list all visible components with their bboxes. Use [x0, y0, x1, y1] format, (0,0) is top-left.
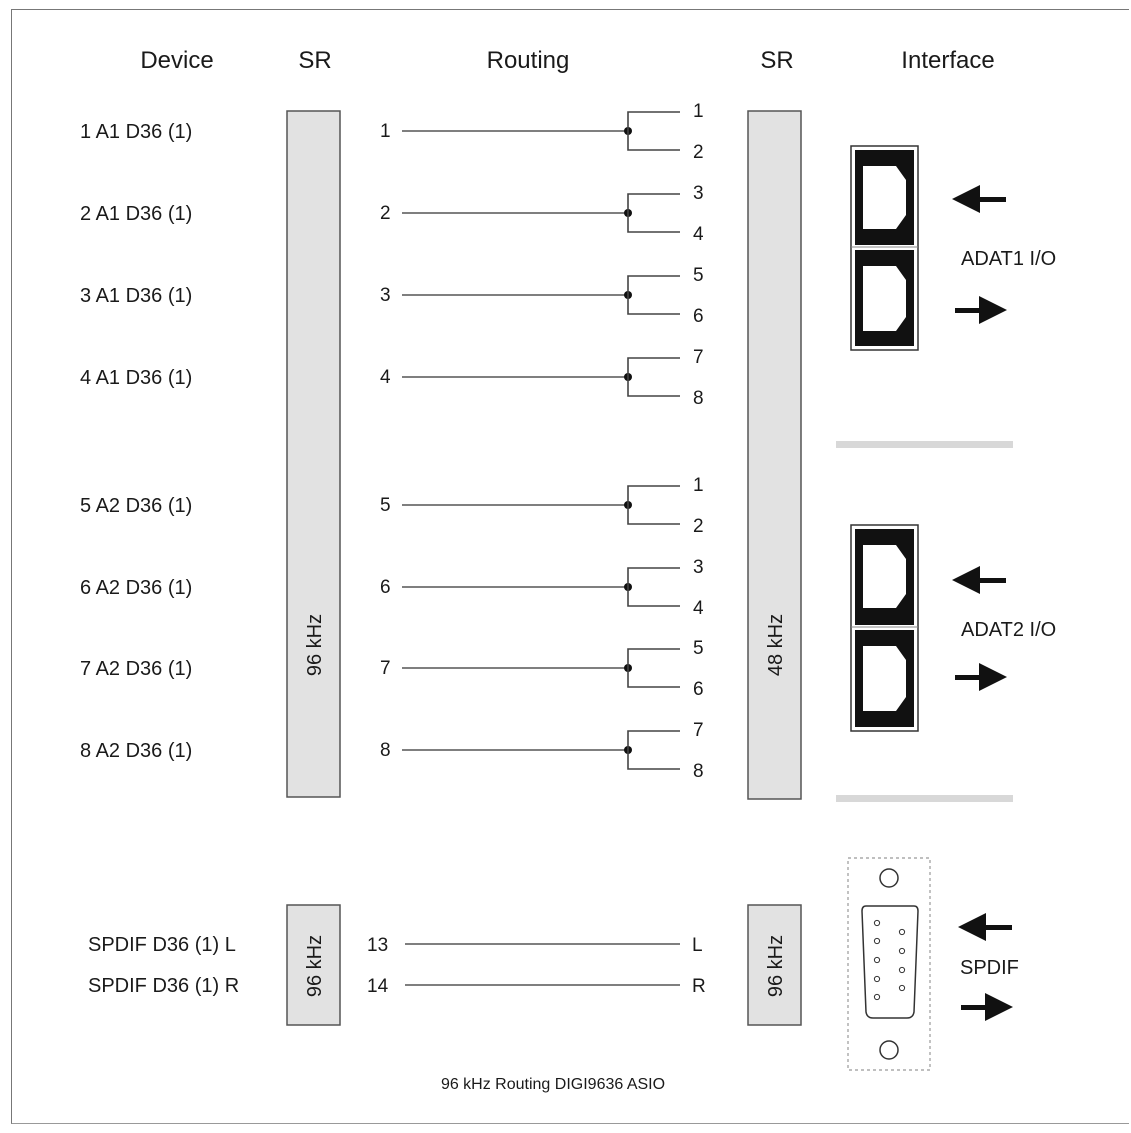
arrow-right-icon [961, 993, 1013, 1021]
device-row: 2 A1 D36 (1) 2 3 4 [80, 183, 704, 245]
arrow-left-icon [952, 566, 1006, 594]
output-number: 8 [693, 761, 704, 782]
device-row: 7 A2 D36 (1) 7 5 6 [80, 638, 704, 700]
output-number: 3 [693, 557, 704, 578]
output-number: 2 [693, 516, 704, 537]
header-sr-right: SR [760, 47, 793, 74]
output-channel: L [692, 935, 703, 956]
output-number: 2 [693, 142, 704, 163]
output-number: 3 [693, 183, 704, 204]
output-channel: R [692, 976, 706, 997]
fork-line [627, 567, 680, 607]
arrow-left-icon [958, 913, 1012, 941]
output-number: 7 [693, 720, 704, 741]
device-row: 1 A1 D36 (1) 1 1 2 [80, 101, 704, 163]
spdif-rows: SPDIF D36 (1) L 13 L SPDIF D36 (1) R 14 R [88, 934, 706, 997]
route-number: 14 [367, 976, 389, 997]
sr-bar-left-main [286, 110, 341, 798]
header-sr-left: SR [298, 47, 331, 74]
route-number: 7 [380, 658, 391, 679]
output-number: 5 [693, 265, 704, 286]
diagram-caption: 96 kHz Routing DIGI9636 ASIO [441, 1076, 665, 1093]
sr-bar-right-main [747, 110, 802, 800]
header-interface: Interface [901, 47, 994, 74]
route-number: 8 [380, 740, 391, 761]
fork-line [627, 730, 680, 770]
route-number: 4 [380, 367, 391, 388]
output-number: 1 [693, 101, 704, 122]
adat1-ports [850, 145, 919, 351]
spdif-row: SPDIF D36 (1) L 13 L [88, 934, 703, 956]
separator-2 [836, 795, 1013, 802]
output-number: 4 [693, 224, 704, 245]
device-row: 3 A1 D36 (1) 3 5 6 [80, 265, 704, 327]
fork-line [627, 111, 680, 151]
device-label: 8 A2 D36 (1) [80, 740, 192, 762]
sr-bar-left-spdif [286, 904, 341, 1026]
device-label: 2 A1 D36 (1) [80, 203, 192, 225]
output-number: 1 [693, 475, 704, 496]
device-label: 5 A2 D36 (1) [80, 495, 192, 517]
device-rows: 1 A1 D36 (1) 1 1 2 2 A1 D36 (1) 2 3 4 3 A1 D36 (… [80, 101, 704, 782]
spdif-device-label: SPDIF D36 (1) R [88, 975, 239, 997]
header-routing: Routing [487, 47, 570, 74]
fork-line [627, 193, 680, 233]
device-label: 4 A1 D36 (1) [80, 367, 192, 389]
fork-line [627, 357, 680, 397]
device-label: 3 A1 D36 (1) [80, 285, 192, 307]
device-row: 8 A2 D36 (1) 8 7 8 [80, 720, 704, 782]
interface-label-adat2: ADAT2 I/O [961, 619, 1056, 641]
output-number: 4 [693, 598, 704, 619]
device-label: 6 A2 D36 (1) [80, 577, 192, 599]
device-label: 7 A2 D36 (1) [80, 658, 192, 680]
diagram-frame [11, 9, 1129, 1124]
device-row: 4 A1 D36 (1) 4 7 8 [80, 347, 704, 409]
arrow-right-icon [955, 663, 1007, 691]
route-number: 3 [380, 285, 391, 306]
separator-1 [836, 441, 1013, 448]
route-number: 6 [380, 577, 391, 598]
spdif-row: SPDIF D36 (1) R 14 R [88, 975, 706, 997]
device-label: 1 A1 D36 (1) [80, 121, 192, 143]
fork-line [627, 275, 680, 315]
sr-label-left-spdif: 96 kHz [304, 935, 326, 997]
spdif-device-label: SPDIF D36 (1) L [88, 934, 236, 956]
interface-label-adat1: ADAT1 I/O [961, 248, 1056, 270]
adat2-ports [850, 524, 919, 732]
route-number: 2 [380, 203, 391, 224]
route-number: 5 [380, 495, 391, 516]
header-device: Device [140, 47, 213, 74]
output-number: 6 [693, 306, 704, 327]
fork-line [627, 485, 680, 525]
sr-bar-right-spdif [747, 904, 802, 1026]
output-number: 8 [693, 388, 704, 409]
route-number: 1 [380, 121, 391, 142]
output-number: 7 [693, 347, 704, 368]
route-number: 13 [367, 935, 388, 956]
dsub-connector-icon [847, 857, 931, 1071]
arrow-left-icon [952, 185, 1006, 213]
sr-label-left-main: 96 kHz [304, 614, 326, 676]
output-number: 5 [693, 638, 704, 659]
arrow-right-icon [955, 296, 1007, 324]
fork-line [627, 648, 680, 688]
interface-label-spdif: SPDIF [960, 957, 1019, 979]
sr-label-right-spdif: 96 kHz [765, 935, 787, 997]
device-row: 6 A2 D36 (1) 6 3 4 [80, 557, 704, 619]
sr-label-right-main: 48 kHz [765, 614, 787, 676]
device-row: 5 A2 D36 (1) 5 1 2 [80, 475, 704, 537]
output-number: 6 [693, 679, 704, 700]
